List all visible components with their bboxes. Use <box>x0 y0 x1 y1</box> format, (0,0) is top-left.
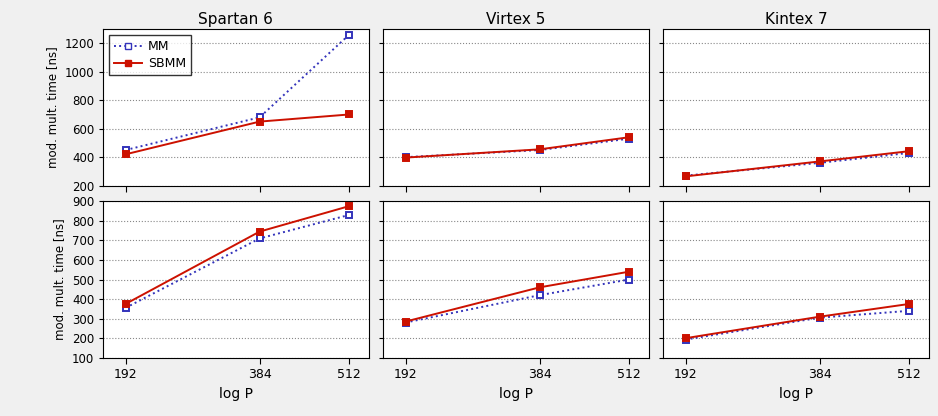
X-axis label: log P: log P <box>499 387 533 401</box>
X-axis label: log P: log P <box>779 387 813 401</box>
X-axis label: log P: log P <box>219 387 253 401</box>
Y-axis label: mod. mult. time [ns]: mod. mult. time [ns] <box>53 219 67 340</box>
Title: Virtex 5: Virtex 5 <box>486 12 546 27</box>
Y-axis label: mod. mult. time [ns]: mod. mult. time [ns] <box>46 47 59 168</box>
Title: Spartan 6: Spartan 6 <box>199 12 273 27</box>
Title: Kintex 7: Kintex 7 <box>764 12 827 27</box>
Legend: MM, SBMM: MM, SBMM <box>110 35 191 75</box>
